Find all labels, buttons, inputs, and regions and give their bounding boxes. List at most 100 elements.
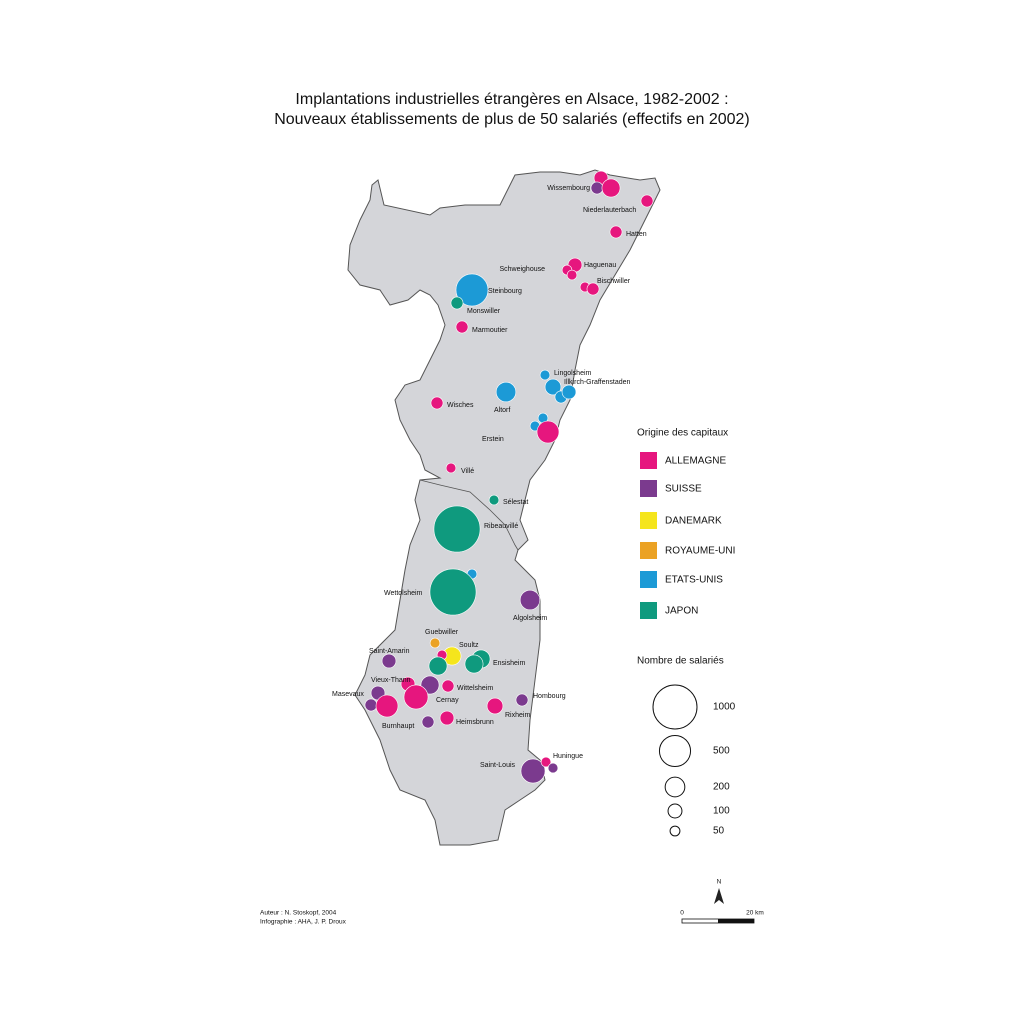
- establishment: [486, 697, 504, 715]
- title: Implantations industrielles étrangères e…: [295, 91, 728, 108]
- department-border: [419, 479, 519, 551]
- legend-size-title: Nombre de salariés: [637, 656, 724, 667]
- establishment: [439, 710, 455, 726]
- establishment: [450, 296, 464, 310]
- establishment: [536, 420, 560, 444]
- legend-label: ROYAUME-UNI: [665, 546, 735, 557]
- credit-author: Auteur : N. Stoskopf, 2004: [260, 910, 337, 917]
- establishment: [421, 715, 435, 729]
- place-label: Altorf: [494, 407, 510, 414]
- place-label: Wittelsheim: [457, 685, 493, 692]
- establishment: [544, 378, 562, 396]
- legend-origin-title: Origine des capitaux: [637, 428, 728, 439]
- establishment: [640, 194, 654, 208]
- place-label: Cernay: [436, 697, 459, 704]
- legend-size-circle: [664, 776, 686, 798]
- place-label: Huningue: [553, 753, 583, 760]
- region-outline: [347, 169, 661, 846]
- place-label: Marmoutier: [472, 327, 508, 334]
- place-label: Hatten: [626, 231, 647, 238]
- place-label: Vieux-Thann: [371, 677, 411, 684]
- establishment: [445, 462, 457, 474]
- establishment: [488, 494, 500, 506]
- establishment: [455, 273, 489, 307]
- north-arrow: [714, 888, 724, 904]
- establishment: [495, 381, 517, 403]
- legend-size-label: 1000: [713, 702, 736, 713]
- establishment: [609, 225, 623, 239]
- legend-label: DANEMARK: [665, 516, 722, 527]
- place-label: Saint-Louis: [480, 762, 516, 769]
- legend-size-label: 500: [713, 746, 730, 757]
- establishment: [586, 282, 600, 296]
- credit-infographics: Infographie : AHA, J. P. Droux: [260, 919, 347, 926]
- establishment: [429, 637, 441, 649]
- place-label: Steinbourg: [488, 288, 522, 295]
- establishment: [540, 756, 552, 768]
- legend-size-label: 50: [713, 826, 725, 837]
- place-label: Masevaux: [332, 691, 364, 698]
- place-label: Lingolsheim: [554, 370, 592, 377]
- scale-bar-fill: [718, 919, 754, 923]
- place-label: Sélestat: [503, 499, 528, 506]
- establishment: [441, 679, 455, 693]
- legend-label: JAPON: [665, 606, 698, 617]
- legend-swatch: [640, 571, 657, 588]
- legend-size-label: 200: [713, 782, 730, 793]
- legend-swatch: [640, 452, 657, 469]
- legend-size-circle: [652, 684, 698, 730]
- place-label: Hombourg: [533, 693, 566, 700]
- establishment: [381, 653, 397, 669]
- scale-start: 0: [680, 910, 684, 917]
- establishment: [515, 693, 529, 707]
- place-label: Schweighouse: [499, 266, 545, 273]
- establishment: [566, 269, 578, 281]
- place-label: Niederlauterbach: [583, 207, 636, 214]
- legend-size-label: 100: [713, 806, 730, 817]
- north-label: N: [717, 879, 722, 886]
- place-label: Villé: [461, 468, 474, 475]
- legend-swatch: [640, 512, 657, 529]
- legend-swatch: [640, 602, 657, 619]
- establishment: [561, 384, 577, 400]
- place-label: Wettolsheim: [384, 590, 423, 597]
- place-label: Bischwiller: [597, 278, 631, 285]
- place-label: Ribeauvillé: [484, 523, 518, 530]
- establishment: [375, 694, 399, 718]
- place-label: Guebwiller: [425, 629, 459, 636]
- place-label: Illkirch-Graffenstaden: [564, 379, 631, 386]
- place-label: Ensisheim: [493, 660, 525, 667]
- establishment: [428, 656, 448, 676]
- legend-label: ALLEMAGNE: [665, 456, 726, 467]
- establishment: [430, 396, 444, 410]
- place-label: Soultz: [459, 642, 479, 649]
- legend-size-circle: [667, 803, 683, 819]
- legend-size-circle: [669, 825, 681, 837]
- establishment: [547, 762, 559, 774]
- place-label: Monswiller: [467, 308, 501, 315]
- establishment: [364, 698, 378, 712]
- legend-size-circle: [658, 734, 692, 768]
- establishment: [455, 320, 469, 334]
- establishment: [464, 654, 484, 674]
- scale-end: 20 km: [746, 910, 764, 917]
- establishment: [403, 684, 429, 710]
- establishment: [429, 568, 477, 616]
- establishment: [520, 758, 546, 784]
- place-label: Wisches: [447, 402, 474, 409]
- place-label: Burnhaupt: [382, 723, 414, 730]
- establishment: [433, 505, 481, 553]
- place-label: Wissembourg: [547, 185, 590, 192]
- subtitle: Nouveaux établissements de plus de 50 sa…: [274, 111, 750, 128]
- legend-label: ETATS-UNIS: [665, 575, 723, 586]
- establishment: [590, 181, 604, 195]
- place-label: Saint-Amarin: [369, 648, 410, 655]
- legend-swatch: [640, 480, 657, 497]
- place-label: Erstein: [482, 436, 504, 443]
- establishment: [539, 369, 551, 381]
- place-label: Rixheim: [505, 712, 530, 719]
- place-label: Haguenau: [584, 262, 616, 269]
- legend-label: SUISSE: [665, 484, 702, 495]
- place-label: Heimsbrunn: [456, 719, 494, 726]
